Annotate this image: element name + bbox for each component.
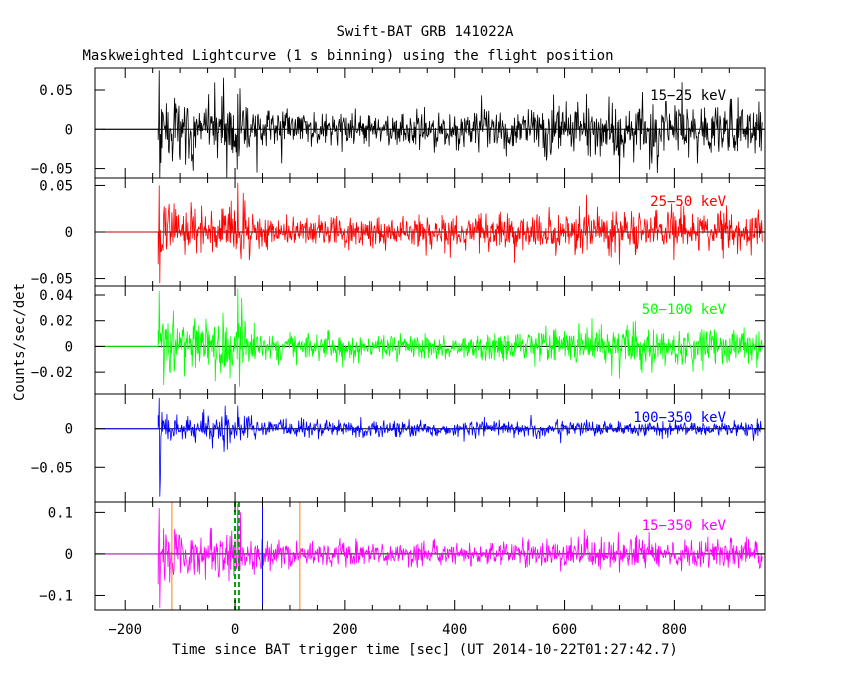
chart-title: Swift-BAT GRB 141022A (336, 24, 514, 40)
series-line-0 (103, 70, 763, 178)
panel-3: −0.05 0 100−350 keV (31, 393, 766, 503)
panel-label: 15−350 keV (642, 518, 727, 534)
y-tick-label: 0.04 (39, 288, 73, 304)
y-tick-label: 0 (65, 122, 73, 138)
x-tick-label: 800 (662, 622, 687, 638)
panel-2: −0.02 0 0.02 0.04 50−100 keV (31, 285, 766, 395)
y-tick-label: 0 (65, 422, 73, 438)
chart-subtitle: Maskweighted Lightcurve (1 s binning) us… (82, 48, 613, 64)
panel-frame (94, 501, 766, 611)
panel-label: 50−100 keV (642, 302, 727, 318)
y-tick-label: −0.02 (31, 365, 73, 381)
y-tick-label: 0.05 (39, 178, 73, 194)
y-tick-label: −0.05 (31, 162, 73, 178)
x-axis-label: Time since BAT trigger time [sec] (UT 20… (172, 642, 678, 658)
x-tick-label: 400 (442, 622, 467, 638)
y-tick-label: −0.05 (31, 272, 73, 288)
x-tick-label: −200 (108, 622, 142, 638)
panel-4: −0.1 0 0.1 15−350 keV (39, 501, 766, 611)
panel-1: −0.05 0 0.05 25−50 keV (31, 177, 766, 288)
series-line-4 (103, 504, 763, 608)
y-tick-label: 0.05 (39, 83, 73, 99)
y-axis-label: Counts/sec/det (12, 283, 28, 401)
x-tick-label: 0 (231, 622, 239, 638)
y-tick-label: 0.02 (39, 314, 73, 330)
y-tick-label: −0.1 (39, 588, 73, 604)
panel-label: 15−25 keV (650, 88, 726, 104)
y-tick-label: 0 (65, 547, 73, 563)
y-tick-label: 0 (65, 339, 73, 355)
y-tick-label: 0.1 (48, 505, 73, 521)
y-tick-label: 0 (65, 225, 73, 241)
panel-0: −0.05 0 0.05 15−25 keV (31, 67, 766, 179)
x-tick-label: 600 (552, 622, 577, 638)
y-tick-label: −0.05 (31, 460, 73, 476)
series-line-3 (103, 397, 763, 497)
series-line-1 (103, 182, 763, 284)
x-axis: −200 0 200 400 600 800 (108, 622, 687, 638)
series-line-2 (103, 288, 763, 387)
x-tick-label: 200 (332, 622, 357, 638)
panel-label: 25−50 keV (650, 194, 726, 210)
panel-label: 100−350 keV (633, 410, 726, 426)
